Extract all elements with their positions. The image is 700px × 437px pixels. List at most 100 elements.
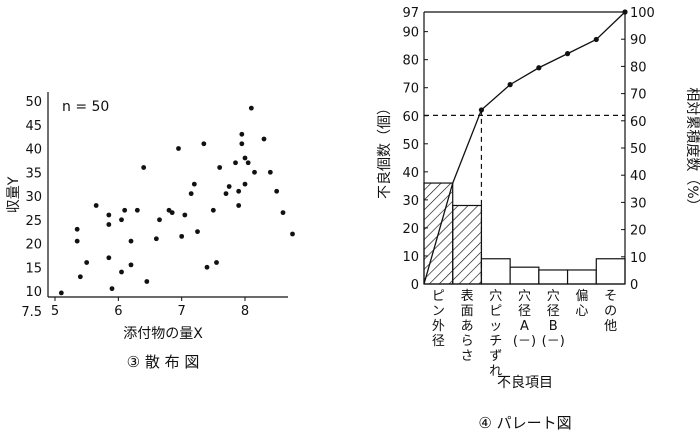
scatter-point bbox=[210, 207, 216, 213]
pareto-bars bbox=[423, 182, 626, 285]
scatter-point bbox=[128, 262, 134, 268]
scatter-chart: 7.5 10 15 20 25 30 35 40 45 50 5 6 7 8 n = 50 収量Y 添付… bbox=[6, 92, 295, 371]
scatter-point bbox=[261, 136, 267, 142]
scatter-point bbox=[106, 255, 112, 261]
scatter-point bbox=[204, 264, 210, 270]
scatter-point bbox=[77, 274, 83, 280]
pareto-left-tick-label: 80 bbox=[402, 54, 419, 69]
scatter-point bbox=[236, 188, 242, 194]
pareto-left-tick-label: 97 bbox=[402, 6, 419, 21]
scatter-point bbox=[195, 229, 200, 235]
scatter-point bbox=[267, 169, 273, 175]
pareto-bar bbox=[509, 266, 540, 285]
pareto-right-tick-label: 30 bbox=[630, 196, 647, 211]
pareto-right-axis-label: 相対累積度数（%） bbox=[684, 87, 700, 212]
scatter-point bbox=[157, 217, 162, 223]
scatter-y-tick-label: 35 bbox=[25, 166, 42, 181]
scatter-point bbox=[245, 160, 251, 166]
pareto-category-label: 偏心 bbox=[575, 289, 588, 319]
pareto-left-tick-label: 40 bbox=[402, 166, 419, 181]
pareto-bar bbox=[538, 269, 569, 285]
pareto-bar bbox=[595, 258, 626, 285]
scatter-x-tick-label: 6 bbox=[114, 304, 122, 319]
pareto-left-axis-label: 不良個数（個） bbox=[377, 101, 393, 199]
scatter-point bbox=[128, 238, 134, 244]
scatter-point bbox=[217, 165, 223, 170]
scatter-point bbox=[134, 207, 140, 213]
scatter-x-axis-label: 添付物の量X bbox=[123, 326, 203, 342]
scatter-y-tick-label: 15 bbox=[25, 261, 42, 276]
pareto-right-tick-label: 20 bbox=[630, 224, 647, 239]
scatter-caption: ③ 散 布 図 bbox=[127, 353, 200, 371]
pareto-bar bbox=[452, 204, 483, 285]
scatter-point bbox=[144, 279, 150, 284]
pareto-bar bbox=[480, 258, 511, 285]
pareto-cumulative-point bbox=[536, 65, 542, 71]
pareto-cumulative-point bbox=[564, 51, 571, 57]
scatter-point bbox=[191, 181, 197, 187]
scatter-point bbox=[106, 222, 112, 227]
pareto-category-label: 穴径 B (－) bbox=[542, 289, 565, 349]
scatter-point bbox=[280, 210, 286, 216]
scatter-x-tick-label: 5 bbox=[51, 304, 59, 319]
pareto-left-tick-label: 0 bbox=[411, 278, 419, 293]
scatter-point bbox=[119, 217, 124, 223]
scatter-y-tick-label: 40 bbox=[25, 143, 42, 158]
scatter-n-label: n = 50 bbox=[62, 99, 109, 115]
scatter-point bbox=[153, 236, 159, 242]
pareto-left-tick-label: 30 bbox=[402, 194, 419, 209]
scatter-axes bbox=[47, 92, 288, 298]
pareto-category-label: 穴ピッチずれ bbox=[489, 289, 502, 379]
scatter-point bbox=[233, 160, 238, 166]
pareto-cumulative-curve bbox=[423, 11, 626, 285]
pareto-cumulative-point bbox=[593, 36, 599, 43]
scatter-x-ticks: 5 6 7 8 bbox=[51, 297, 249, 319]
pareto-right-ticks: 0 10 20 30 40 50 60 70 80 90 100 bbox=[621, 6, 655, 293]
scatter-point bbox=[58, 290, 64, 296]
scatter-point bbox=[274, 188, 280, 194]
pareto-left-tick-label: 50 bbox=[402, 138, 419, 153]
scatter-y-axis-label: 収量Y bbox=[6, 176, 22, 213]
scatter-point bbox=[176, 146, 181, 151]
pareto-left-tick-label: 90 bbox=[402, 26, 419, 41]
scatter-point bbox=[290, 231, 295, 237]
scatter-point bbox=[214, 260, 219, 265]
scatter-point bbox=[236, 203, 242, 208]
scatter-point bbox=[252, 169, 257, 175]
pareto-left-tick-label: 60 bbox=[402, 110, 419, 125]
scatter-point bbox=[242, 155, 248, 161]
pareto-cumulative-point bbox=[622, 9, 628, 15]
scatter-point bbox=[179, 233, 185, 239]
pareto-category-label: ピン外径 bbox=[432, 289, 445, 349]
pareto-left-ticks: 0 10 20 30 40 50 60 70 80 90 97 bbox=[402, 6, 428, 293]
scatter-y-tick-label: 30 bbox=[25, 190, 42, 205]
pareto-right-tick-label: 80 bbox=[630, 60, 647, 75]
pareto-bar bbox=[566, 269, 597, 285]
scatter-point bbox=[201, 141, 207, 147]
pareto-category-label: 穴径 A (－) bbox=[513, 289, 536, 349]
scatter-point bbox=[74, 226, 80, 232]
scatter-y-tick-label: 50 bbox=[25, 95, 42, 110]
scatter-point bbox=[223, 191, 229, 197]
scatter-point bbox=[242, 181, 248, 187]
scatter-point bbox=[182, 212, 188, 218]
pareto-right-tick-label: 90 bbox=[630, 33, 647, 48]
scatter-y-tick-label: 7.5 bbox=[21, 305, 42, 320]
pareto-category-label: 表面あらさ bbox=[461, 289, 474, 364]
scatter-point bbox=[122, 207, 128, 213]
pareto-category-label: その他 bbox=[604, 289, 617, 334]
scatter-point bbox=[106, 212, 112, 218]
scatter-y-tick-label: 45 bbox=[25, 119, 42, 134]
pareto-cumulative-point bbox=[507, 82, 513, 88]
scatter-y-tick-label: 20 bbox=[25, 238, 42, 253]
scatter-point bbox=[239, 141, 245, 147]
pareto-right-tick-label: 50 bbox=[630, 142, 647, 157]
scatter-y-tick-label: 25 bbox=[25, 214, 42, 229]
pareto-left-tick-label: 20 bbox=[402, 222, 419, 237]
scatter-x-tick-label: 8 bbox=[241, 304, 249, 319]
pareto-left-tick-label: 10 bbox=[402, 250, 419, 265]
scatter-point bbox=[248, 105, 254, 111]
scatter-point bbox=[141, 165, 147, 170]
